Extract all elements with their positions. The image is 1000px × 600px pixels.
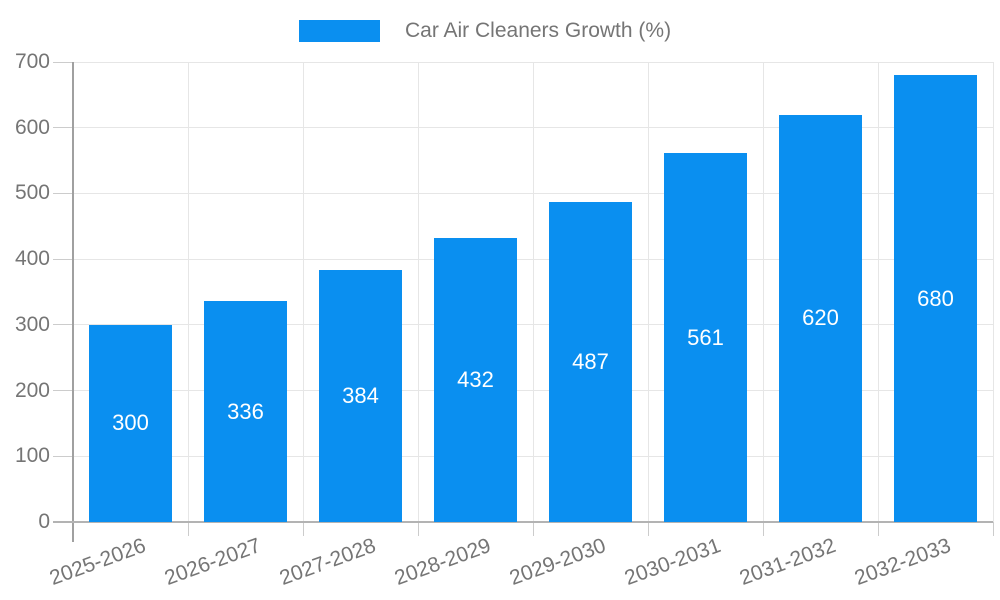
y-axis-line bbox=[72, 62, 74, 542]
bar-value-label: 336 bbox=[227, 398, 264, 424]
x-tick-mark bbox=[532, 522, 534, 536]
x-gridline bbox=[187, 62, 189, 522]
x-gridline bbox=[877, 62, 879, 522]
y-tick-mark bbox=[53, 324, 73, 326]
bar[interactable]: 620 bbox=[779, 114, 862, 522]
y-tick-mark bbox=[53, 127, 73, 129]
y-tick-mark bbox=[53, 390, 73, 392]
bar-value-label: 300 bbox=[112, 410, 149, 436]
y-axis-tick-label: 500 bbox=[14, 181, 50, 205]
y-axis-tick-label: 300 bbox=[14, 312, 50, 336]
x-gridline bbox=[992, 62, 994, 522]
y-axis-tick-label: 700 bbox=[14, 50, 50, 73]
y-axis-tick-label: 0 bbox=[38, 510, 50, 533]
x-tick-mark bbox=[187, 522, 189, 536]
y-axis-tick-label: 400 bbox=[14, 247, 50, 271]
y-tick-mark bbox=[53, 258, 73, 260]
y-axis-tick-label: 600 bbox=[14, 115, 50, 139]
bar-value-label: 432 bbox=[457, 367, 494, 393]
x-tick-mark bbox=[762, 522, 764, 536]
x-axis-line bbox=[53, 521, 993, 523]
x-tick-mark bbox=[647, 522, 649, 536]
bar[interactable]: 336 bbox=[204, 301, 287, 522]
y-tick-mark bbox=[53, 192, 73, 194]
bar-value-label: 384 bbox=[342, 382, 379, 408]
x-gridline bbox=[302, 62, 304, 522]
y-tick-mark bbox=[53, 61, 73, 63]
bar[interactable]: 561 bbox=[664, 153, 747, 522]
bar[interactable]: 680 bbox=[894, 75, 977, 522]
bar-value-label: 620 bbox=[802, 305, 839, 331]
y-tick-mark bbox=[53, 455, 73, 457]
bar[interactable]: 432 bbox=[434, 238, 517, 522]
x-gridline bbox=[532, 62, 534, 522]
bar[interactable]: 487 bbox=[549, 201, 632, 522]
x-gridline bbox=[647, 62, 649, 522]
x-tick-mark bbox=[417, 522, 419, 536]
y-axis-tick-label: 100 bbox=[14, 444, 50, 468]
y-axis-tick-label: 200 bbox=[14, 378, 50, 402]
bar[interactable]: 384 bbox=[319, 269, 402, 522]
legend-item[interactable]: Car Air Cleaners Growth (%) bbox=[299, 20, 671, 42]
legend-label: Car Air Cleaners Growth (%) bbox=[405, 19, 672, 42]
x-tick-mark bbox=[302, 522, 304, 536]
x-gridline bbox=[762, 62, 764, 522]
legend-swatch-icon bbox=[299, 20, 380, 42]
x-gridline bbox=[417, 62, 419, 522]
x-tick-mark bbox=[992, 522, 994, 536]
bar-value-label: 561 bbox=[687, 324, 724, 350]
bar-value-label: 680 bbox=[917, 285, 954, 311]
x-tick-mark bbox=[877, 522, 879, 536]
bar[interactable]: 300 bbox=[89, 324, 172, 522]
bar-value-label: 487 bbox=[572, 348, 609, 374]
